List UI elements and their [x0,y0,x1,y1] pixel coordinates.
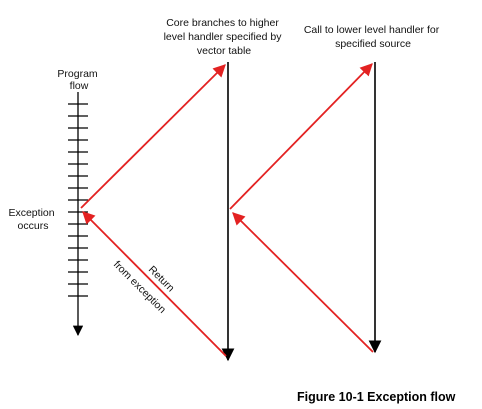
figure-caption: Figure 10-1 Exception flow [297,390,456,404]
program-flow-label: Program flow [57,68,100,92]
program-flow-axis [68,92,88,337]
exception-occurs-label: Exception occurs [8,207,57,232]
from-exception-label: from exception [111,259,168,316]
call-lower-handler-arrow [229,63,373,210]
core-branches-label: Core branches to higher level handler sp… [164,17,285,57]
return-from-exception-arrow [82,211,227,357]
call-lower-handler-label: Call to lower level handler for specifie… [304,24,442,50]
program-flow-ticks [68,103,88,297]
exception-to-core-branch-arrow [80,64,226,209]
return-to-core-arrow [232,212,374,353]
